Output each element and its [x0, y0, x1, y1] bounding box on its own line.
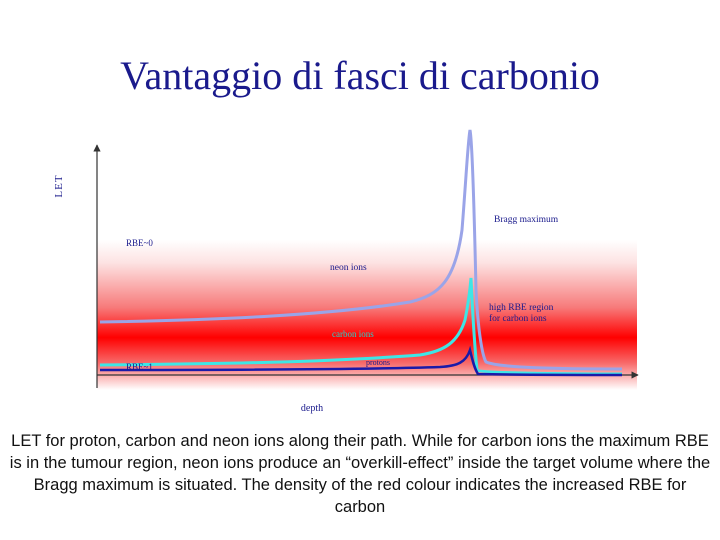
x-axis-label: depth	[301, 403, 323, 414]
figure-caption: LET for proton, carbon and neon ions alo…	[9, 432, 711, 516]
high-rbe-region-label-line2: for carbon ions	[489, 313, 547, 324]
rbe-low-label: RBE~1	[126, 362, 153, 372]
protons-curve	[99, 345, 623, 377]
neon-ions-label: neon ions	[330, 263, 367, 273]
bragg-maximum-label: Bragg maximum	[494, 215, 559, 225]
slide-title: Vantaggio di fasci di carbonio	[120, 53, 600, 98]
rbe-high-label: RBE~0	[126, 238, 153, 248]
neon-ions-curve	[99, 129, 623, 371]
y-axis-label: LET	[53, 174, 65, 197]
carbon-ions-curve	[99, 277, 623, 376]
protons-label: protons	[366, 358, 390, 367]
carbon-ions-label: carbon ions	[332, 329, 374, 339]
let-depth-diagram: LET depth Bragg maximum RBE~0 neon ions …	[53, 129, 639, 414]
high-rbe-region-label-line1: high RBE region	[489, 303, 554, 313]
